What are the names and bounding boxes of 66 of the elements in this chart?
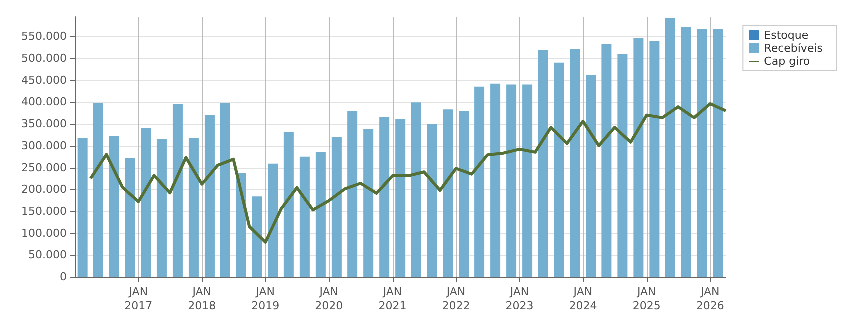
legend-label: Estoque [764,29,809,42]
bar [427,124,438,277]
bar [506,84,517,277]
x-tick-label: JAN 2025 [632,286,661,312]
bar [188,138,199,277]
y-tick-label: 300.000 [22,139,67,152]
y-tick-label: 550.000 [22,30,67,44]
x-tick-label: JAN 2026 [696,286,724,312]
bar [204,115,215,277]
bar [554,62,564,277]
x-tick-label: JAN 2020 [315,286,344,312]
x-tick-label: JAN 2023 [506,286,534,312]
bar [78,138,88,277]
legend-label: Cap giro [764,55,810,68]
y-tick-label: 250.000 [22,161,67,174]
bar [522,84,533,277]
bar [538,50,548,277]
bar [125,158,136,277]
bar [252,196,262,277]
bar [490,84,501,277]
bar [602,44,612,277]
x-tick-label: JAN 2021 [378,286,407,312]
bar [411,102,422,277]
bar [380,118,390,277]
bar [93,104,104,277]
bar [109,136,120,277]
x-tick-label: JAN 2022 [442,286,470,312]
bar [348,111,358,277]
line-series [89,102,728,244]
bar [332,137,342,277]
bar [443,110,454,277]
y-tick-label: 50.000 [28,248,67,262]
y-tick-label: 100.000 [22,226,67,240]
bar [141,128,152,277]
x-tick-label: JAN 2024 [569,286,598,312]
bar [364,129,374,277]
y-tick-label: 350.000 [22,118,67,131]
y-tick-label: 200.000 [22,183,67,196]
bar [650,41,660,277]
bar [316,152,326,277]
bar [284,132,294,277]
bar [156,139,167,277]
y-tick-label: 400.000 [22,96,67,109]
y-tick-label: 500.000 [22,52,67,66]
bar [459,111,470,277]
y-tick-label: 0 [60,270,67,284]
bar [586,75,596,277]
bar [665,18,676,277]
y-tick-label: 450.000 [22,74,67,87]
bar [681,27,692,277]
y-tick-label: 150.000 [22,204,67,218]
bar [172,104,183,277]
bar [300,156,310,277]
bar [634,38,644,277]
bar [697,29,708,277]
bar [618,54,628,277]
bar [396,119,406,277]
bar [474,86,485,277]
bar [570,49,580,277]
x-tick-label: JAN 2017 [124,286,153,312]
x-tick-label: JAN 2019 [252,286,280,312]
bar [268,164,278,277]
bar [713,29,724,277]
legend-label: Recebíveis [764,42,824,55]
x-tick-label: JAN 2018 [188,286,216,312]
bar [220,104,230,277]
